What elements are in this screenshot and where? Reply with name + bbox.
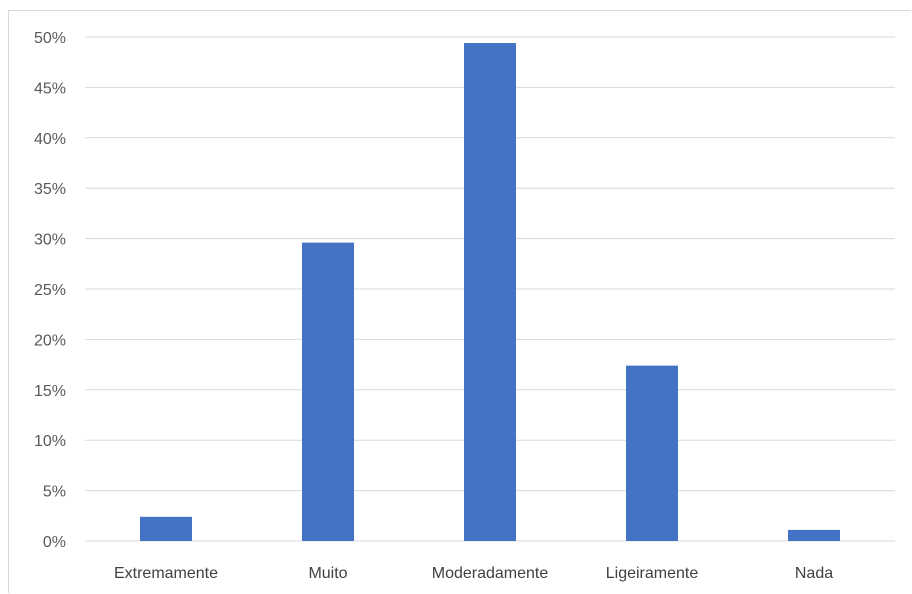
y-tick-label: 0% bbox=[43, 534, 66, 551]
x-category-label: Extremamente bbox=[114, 565, 218, 582]
x-category-label: Ligeiramente bbox=[606, 565, 699, 582]
y-tick-label: 20% bbox=[34, 332, 66, 349]
y-tick-label: 45% bbox=[34, 80, 66, 97]
x-category-label: Moderadamente bbox=[432, 565, 549, 582]
x-axis-category-labels: Extremamente Muito Moderadamente Ligeiramen… bbox=[114, 565, 833, 582]
y-tick-label: 15% bbox=[34, 383, 66, 400]
y-tick-label: 10% bbox=[34, 433, 66, 450]
x-category-label: Nada bbox=[795, 565, 833, 582]
y-tick-label: 25% bbox=[34, 282, 66, 299]
y-tick-label: 35% bbox=[34, 181, 66, 198]
bar-extremamente bbox=[140, 516, 192, 541]
bar-nada bbox=[788, 529, 840, 541]
y-tick-label: 30% bbox=[34, 232, 66, 249]
y-tick-label: 40% bbox=[34, 131, 66, 148]
chart-frame bbox=[8, 10, 911, 593]
y-axis-tick-labels: 0% 5% 10% 15% 20% 25% 30% 35% 40% 45% 50% bbox=[34, 30, 66, 551]
bar-moderadamente bbox=[464, 43, 516, 541]
bars bbox=[140, 43, 840, 541]
y-tick-label: 5% bbox=[43, 484, 66, 501]
bar-muito bbox=[302, 242, 354, 541]
bar-ligeiramente bbox=[626, 365, 678, 541]
x-category-label: Muito bbox=[308, 565, 347, 582]
y-tick-label: 50% bbox=[34, 30, 66, 47]
